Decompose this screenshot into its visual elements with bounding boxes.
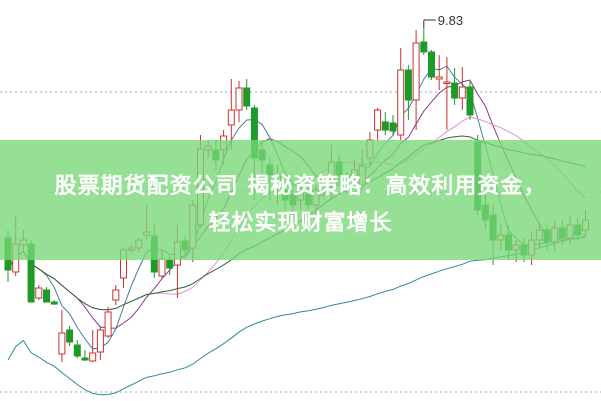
candle-down bbox=[50, 300, 58, 305]
candle-body bbox=[112, 289, 120, 301]
candle-body bbox=[73, 344, 81, 357]
title-banner bbox=[0, 140, 601, 260]
candle-body bbox=[381, 121, 389, 131]
article-title-line2: 轻松实现财富增长 bbox=[208, 211, 393, 236]
candle-down bbox=[243, 79, 251, 110]
candle-down bbox=[389, 115, 397, 135]
candle-body bbox=[66, 329, 74, 343]
candle-body bbox=[458, 86, 466, 99]
candle-down bbox=[451, 68, 459, 105]
candle-down bbox=[73, 340, 81, 358]
candle-down bbox=[404, 65, 412, 120]
candle-body bbox=[466, 86, 474, 116]
candle-up bbox=[89, 330, 97, 362]
candle-up bbox=[96, 326, 104, 360]
candle-down bbox=[466, 80, 474, 120]
candle-up bbox=[412, 30, 420, 130]
max-price-marker: 9.83 bbox=[423, 13, 463, 28]
candle-body bbox=[43, 289, 50, 303]
candle-body bbox=[89, 352, 97, 362]
candle-body bbox=[166, 259, 174, 269]
candle-up bbox=[112, 285, 120, 305]
candle-body bbox=[428, 51, 435, 78]
candle-up bbox=[458, 67, 466, 110]
candle-up bbox=[397, 48, 405, 140]
candle-body bbox=[420, 41, 428, 53]
max-price-label: 9.83 bbox=[438, 13, 463, 28]
candle-up bbox=[227, 79, 235, 150]
candle-body bbox=[50, 301, 58, 305]
candle-body bbox=[389, 122, 397, 132]
candle-body bbox=[96, 329, 104, 353]
ma60-line bbox=[7, 236, 586, 396]
candle-body bbox=[451, 82, 459, 99]
candle-body bbox=[35, 287, 43, 299]
candle-up bbox=[443, 57, 451, 130]
candle-body bbox=[435, 76, 443, 80]
candle-up bbox=[235, 81, 243, 122]
candle-body bbox=[158, 258, 166, 277]
candle-body bbox=[243, 87, 251, 107]
candle-up bbox=[374, 108, 382, 140]
candle-body bbox=[227, 109, 235, 126]
candle-body bbox=[404, 69, 412, 101]
candle-body bbox=[397, 69, 405, 136]
candle-body bbox=[58, 332, 66, 355]
candle-up bbox=[435, 55, 443, 90]
candle-down bbox=[428, 50, 435, 80]
article-title-line1: 股票期货配资公司 揭秘资策略：高效利用资金， bbox=[54, 174, 547, 199]
candle-body bbox=[412, 42, 420, 101]
candle-down bbox=[381, 112, 389, 135]
candle-body bbox=[443, 81, 451, 84]
candle-body bbox=[81, 357, 89, 361]
candle-body bbox=[374, 109, 382, 131]
candle-up bbox=[104, 307, 112, 338]
candle-down bbox=[81, 350, 89, 361]
candle-up bbox=[35, 285, 43, 300]
candle-down bbox=[66, 326, 74, 346]
candle-body bbox=[235, 87, 243, 111]
candle-up bbox=[58, 310, 66, 362]
candle-body bbox=[104, 311, 112, 337]
candle-down bbox=[420, 28, 428, 55]
candle-down bbox=[43, 287, 50, 303]
